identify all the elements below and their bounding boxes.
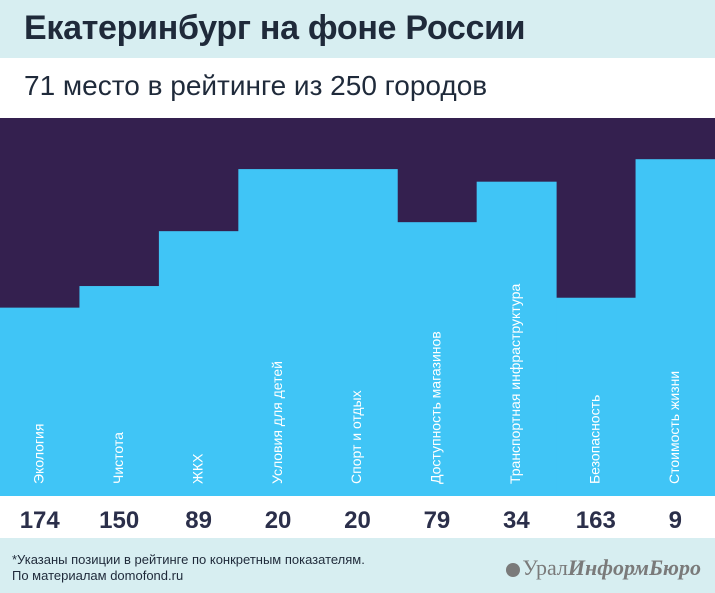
- value-label-2: 89: [185, 507, 212, 534]
- value-label-8: 9: [668, 507, 682, 534]
- footnote: *Указаны позиции в рейтинге по конкретны…: [12, 552, 365, 584]
- category-label-0: Экология: [30, 424, 46, 484]
- footer: *Указаны позиции в рейтинге по конкретны…: [0, 538, 715, 593]
- title-bar: Екатеринбург на фоне России: [0, 0, 715, 58]
- bar-8: [635, 159, 715, 496]
- value-label-7: 163: [575, 507, 616, 534]
- value-label-1: 150: [99, 507, 140, 534]
- category-label-6: Транспортная инфраструктура: [507, 284, 523, 484]
- publisher-logo: УралИнформБюро: [506, 555, 701, 581]
- category-label-1: Чистота: [110, 432, 126, 484]
- category-label-5: Доступность магазинов: [428, 331, 444, 484]
- footnote-line-1: *Указаны позиции в рейтинге по конкретны…: [12, 552, 365, 567]
- value-label-6: 34: [503, 507, 530, 534]
- page-subtitle: 71 место в рейтинге из 250 городов: [24, 70, 488, 101]
- bar-4: [317, 169, 398, 496]
- category-label-8: Стоимость жизни: [666, 371, 682, 484]
- subtitle-bar: 71 место в рейтинге из 250 городов: [0, 58, 715, 118]
- values-row: [0, 496, 715, 538]
- value-label-5: 79: [423, 507, 451, 534]
- bar-1: [79, 286, 160, 496]
- bar-6: [476, 181, 557, 496]
- page-title: Екатеринбург на фоне России: [24, 9, 526, 47]
- value-label-3: 20: [264, 507, 292, 534]
- bar-3: [238, 169, 319, 496]
- value-label-0: 174: [19, 507, 60, 534]
- category-label-3: Условия для детей: [269, 361, 285, 484]
- bar-0: [0, 307, 80, 496]
- bar-7: [556, 297, 637, 496]
- rating-chart: Экология Чистота ЖКХ Условия для детей Спорт…: [0, 118, 715, 496]
- bar-2: [158, 231, 239, 496]
- logo-dot-icon: [506, 562, 521, 577]
- logo-text-1: Урал: [522, 555, 568, 580]
- value-label-4: 20: [344, 507, 371, 534]
- category-label-4: Спорт и отдых: [348, 390, 364, 484]
- bar-5: [397, 222, 478, 496]
- footnote-line-2: По материалам domofond.ru: [12, 568, 184, 583]
- logo-text-2: ИнформБюро: [567, 555, 701, 580]
- category-label-2: ЖКХ: [189, 453, 205, 484]
- category-label-7: Безопасность: [587, 395, 603, 484]
